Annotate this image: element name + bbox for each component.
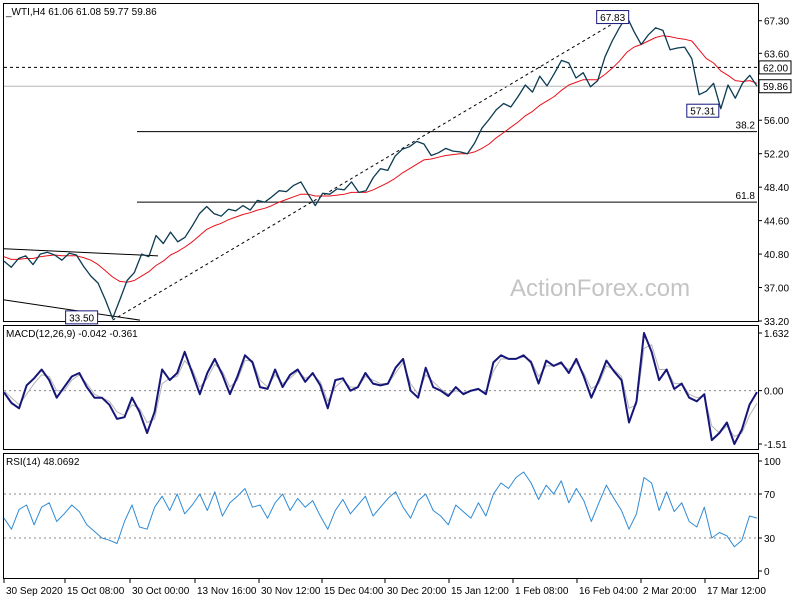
price-line	[3, 15, 758, 320]
time-axis-label: 15 Oct 08:00	[67, 586, 125, 597]
price-layer: 38.2 61.8 67.83 57.31 33.50	[3, 10, 758, 325]
price-tag-box	[758, 79, 792, 94]
price-tag: 59.86	[763, 82, 788, 93]
price-annotation-box	[596, 10, 630, 25]
rsi-pane-frame	[3, 453, 759, 579]
time-axis-label: 17 Mar 12:00	[707, 586, 766, 597]
macd-pane-frame	[3, 325, 759, 450]
price-pane-frame	[3, 3, 759, 322]
rsi-axis-label: 0	[764, 567, 770, 578]
rsi-pane-title: RSI(14) 48.0692	[6, 457, 80, 468]
macd-axis-label: 1.632	[764, 329, 789, 340]
macd-axis-label: 0.00	[764, 387, 784, 398]
time-axis-label: 1 Feb 08:00	[515, 586, 569, 597]
rsi-layer	[3, 471, 758, 548]
price-axis-label: 52.20	[764, 150, 789, 161]
price-tag: 62.00	[763, 63, 788, 74]
price-annotation: 57.31	[690, 107, 715, 118]
macd-pane-title: MACD(12,26,9) -0.042 -0.361	[6, 329, 138, 340]
channel-lower-line	[3, 299, 141, 321]
time-axis-label: 15 Dec 04:00	[324, 586, 384, 597]
macd-line	[3, 332, 758, 445]
time-axis-label: 30 Sep 2020	[6, 586, 63, 597]
rsi-line	[3, 471, 758, 548]
time-axis-label: 15 Jan 12:00	[451, 586, 509, 597]
fib-level-label: 61.8	[736, 191, 756, 202]
rsi-axis-label: 100	[764, 457, 781, 468]
price-axis-label: 33.20	[764, 317, 789, 328]
price-axis-label: 44.60	[764, 217, 789, 228]
price-tag-box	[758, 60, 792, 75]
price-axis-label: 40.80	[764, 250, 789, 261]
rsi-axis-label: 70	[764, 490, 776, 501]
price-annotation: 33.50	[69, 313, 94, 324]
price-axis-label: 56.00	[764, 116, 789, 127]
price-annotation-box	[686, 103, 720, 118]
price-annotation: 67.83	[600, 13, 625, 24]
watermark: ActionForex.com	[510, 275, 690, 302]
macd-signal-line	[3, 344, 758, 438]
axis-layer: 67.3063.6060.0056.0052.2048.4044.6040.80…	[3, 17, 792, 597]
price-axis-label: 37.00	[764, 284, 789, 295]
price-annotation-box	[65, 310, 99, 325]
time-axis-label: 13 Nov 16:00	[197, 586, 257, 597]
price-pane-title: _WTI,H4 61.06 61.08 59.77 59.86	[5, 7, 157, 18]
time-axis-label: 30 Dec 20:00	[387, 586, 447, 597]
price-axis-label: 63.60	[764, 49, 789, 60]
time-axis-label: 30 Nov 12:00	[261, 586, 321, 597]
rsi-axis-label: 30	[764, 534, 776, 545]
price-axis-label: 67.30	[764, 17, 789, 28]
macd-layer	[3, 332, 758, 445]
time-axis-label: 16 Feb 04:00	[579, 586, 638, 597]
moving-average-line	[3, 35, 758, 283]
time-axis-label: 2 Mar 20:00	[643, 586, 697, 597]
fib-level-label: 38.2	[736, 121, 756, 132]
price-axis-label: 48.40	[764, 183, 789, 194]
time-axis-label: 30 Oct 00:00	[132, 586, 190, 597]
channel-upper-line	[3, 248, 159, 257]
macd-axis-label: -1.51	[764, 440, 787, 451]
